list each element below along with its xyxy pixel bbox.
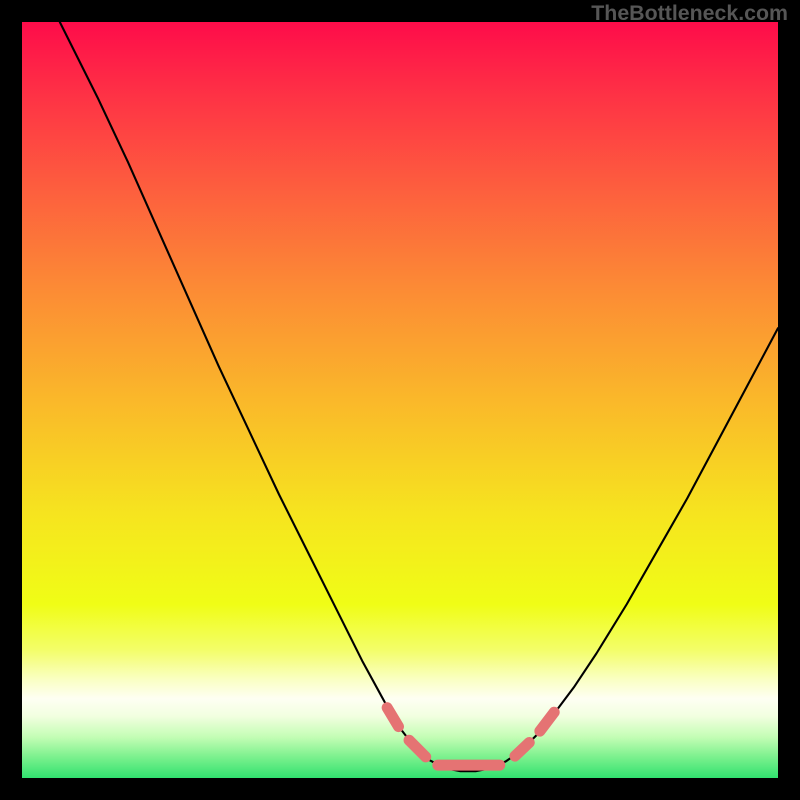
highlight-segment xyxy=(387,708,398,727)
highlight-segment xyxy=(540,712,554,731)
bottleneck-curve xyxy=(60,22,778,771)
highlight-segment xyxy=(515,742,529,756)
plot-area xyxy=(22,22,778,778)
highlight-markers xyxy=(387,708,554,765)
chart-overlay xyxy=(22,22,778,778)
chart-stage: TheBottleneck.com xyxy=(0,0,800,800)
highlight-segment xyxy=(409,740,426,757)
watermark-text: TheBottleneck.com xyxy=(591,1,788,26)
